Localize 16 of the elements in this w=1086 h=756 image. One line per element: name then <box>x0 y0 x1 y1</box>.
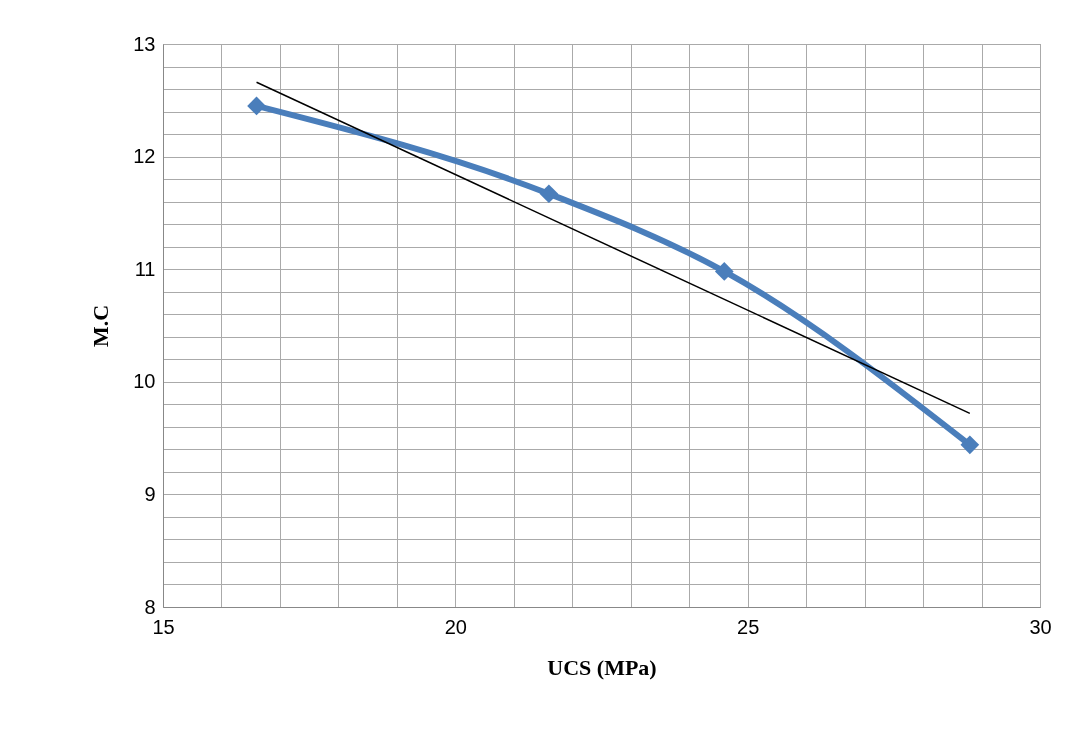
y-tick-label: 8 <box>144 595 156 618</box>
point <box>247 96 266 116</box>
y-tick-label: 13 <box>133 32 156 55</box>
point <box>714 262 734 281</box>
x-tick-label: 30 <box>1029 615 1052 638</box>
x-tick-label: 25 <box>737 615 760 638</box>
point <box>539 184 559 204</box>
point <box>960 435 980 455</box>
y-axis-title: M.C <box>88 304 114 348</box>
y-tick-label: 10 <box>133 370 156 393</box>
x-tick-label: 15 <box>152 615 175 638</box>
y-tick-label: 12 <box>133 145 156 168</box>
x-tick-label: 20 <box>444 615 467 638</box>
x-axis-title: UCS (MPa) <box>547 654 657 680</box>
y-tick-label: 9 <box>144 482 156 505</box>
y-tick-label: 11 <box>134 257 156 280</box>
